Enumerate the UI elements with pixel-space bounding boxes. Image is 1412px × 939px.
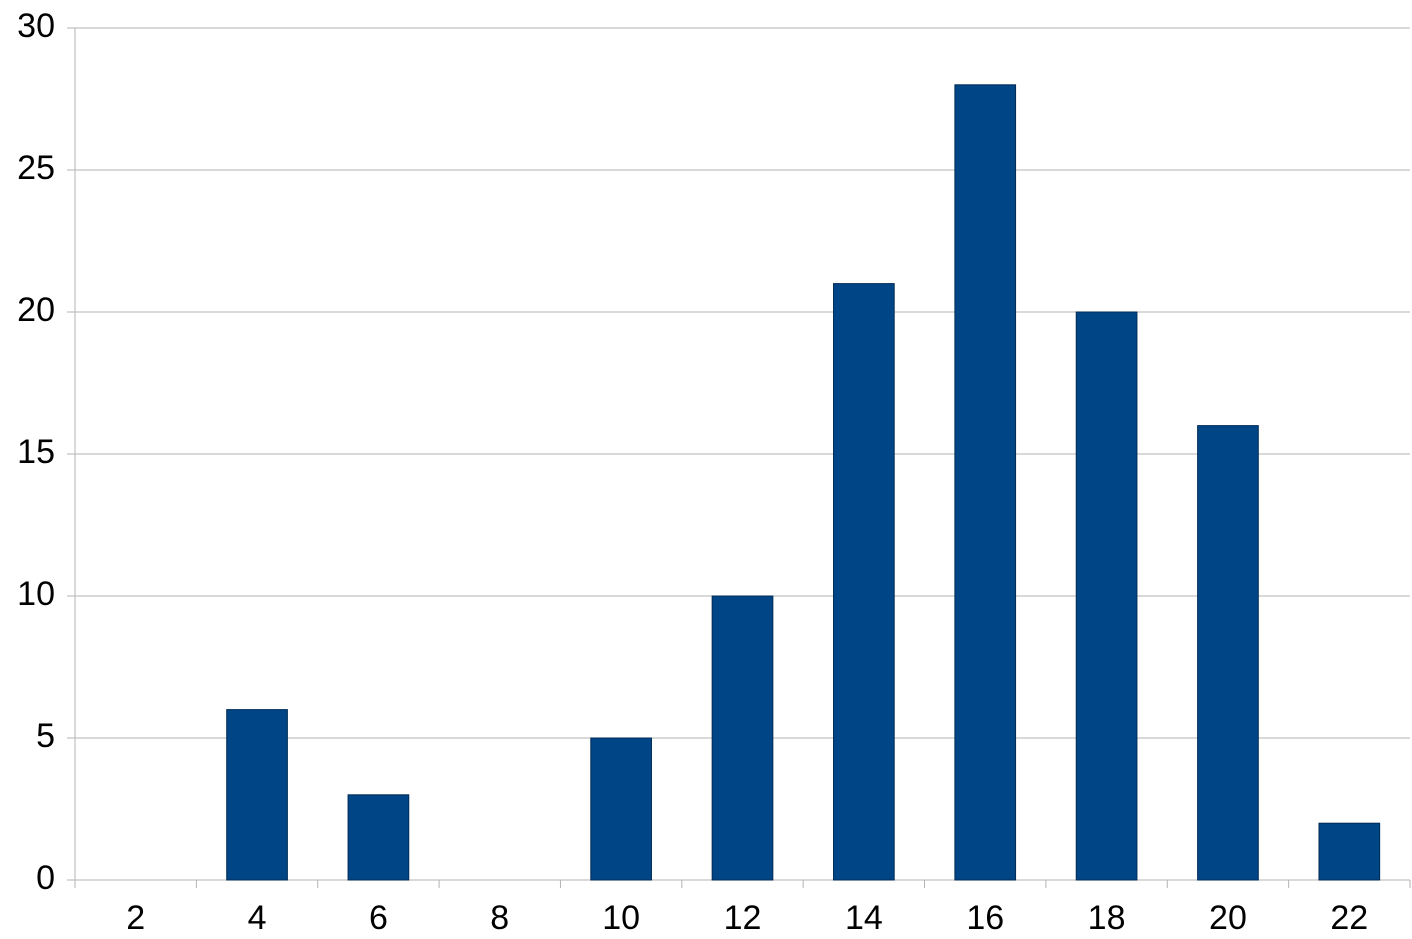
bar [590, 737, 652, 881]
bar [1075, 311, 1138, 881]
bar [833, 283, 895, 881]
y-tick-label: 0 [36, 859, 55, 897]
x-tick-label: 8 [490, 899, 509, 937]
y-tick-label: 10 [17, 575, 55, 613]
y-tick-label: 15 [17, 433, 55, 471]
y-tick-label: 25 [17, 149, 55, 187]
x-tick-label: 12 [724, 899, 762, 937]
x-tick-label: 10 [602, 899, 640, 937]
x-tick-label: 20 [1209, 899, 1247, 937]
bar [954, 84, 1017, 881]
bar [226, 709, 288, 881]
bar [1197, 425, 1259, 881]
x-tick-label: 18 [1088, 899, 1126, 937]
y-tick-label: 20 [17, 291, 55, 329]
bar [711, 595, 774, 881]
x-tick-label: 16 [966, 899, 1004, 937]
bar [1318, 822, 1381, 881]
x-tick-label: 6 [369, 899, 388, 937]
x-tick-label: 22 [1330, 899, 1368, 937]
y-tick-label: 5 [36, 717, 55, 755]
x-tick-label: 4 [248, 899, 267, 937]
x-tick-label: 2 [126, 899, 145, 937]
x-tick-label: 14 [845, 899, 883, 937]
bar [347, 794, 410, 881]
y-tick-label: 30 [17, 7, 55, 45]
